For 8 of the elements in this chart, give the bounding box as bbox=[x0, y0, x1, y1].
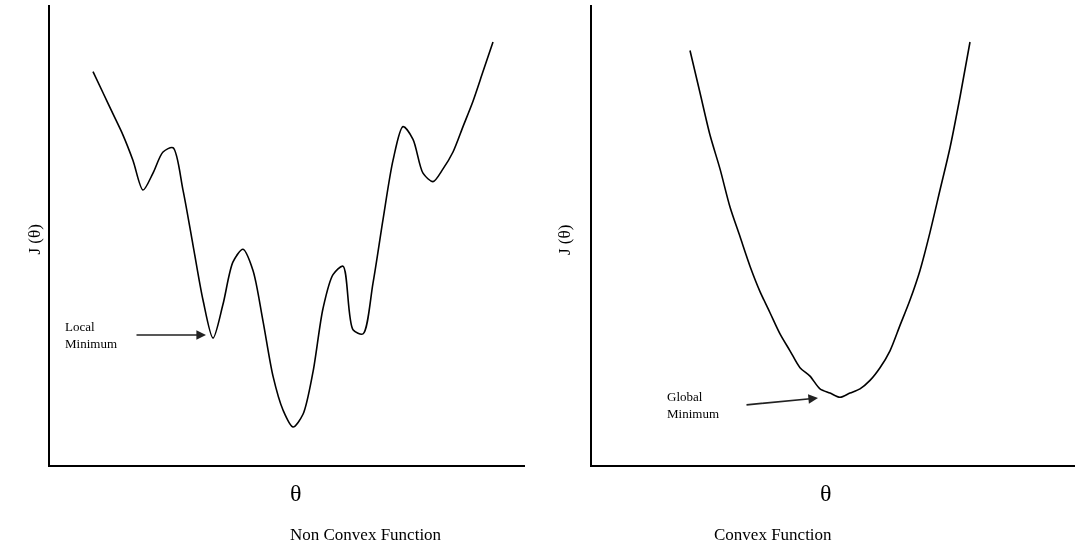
x-axis-title: θ bbox=[820, 480, 832, 506]
text: Convex Function bbox=[714, 525, 833, 544]
annotation: Global Minimum bbox=[667, 389, 720, 421]
y-axis-title: J (θ) bbox=[555, 224, 574, 255]
y-axis-title: J (θ) bbox=[24, 224, 44, 255]
text: Non Convex Function bbox=[290, 525, 442, 544]
annotation: Local Minimum bbox=[65, 319, 118, 351]
x-axis-title: θ bbox=[290, 480, 302, 506]
